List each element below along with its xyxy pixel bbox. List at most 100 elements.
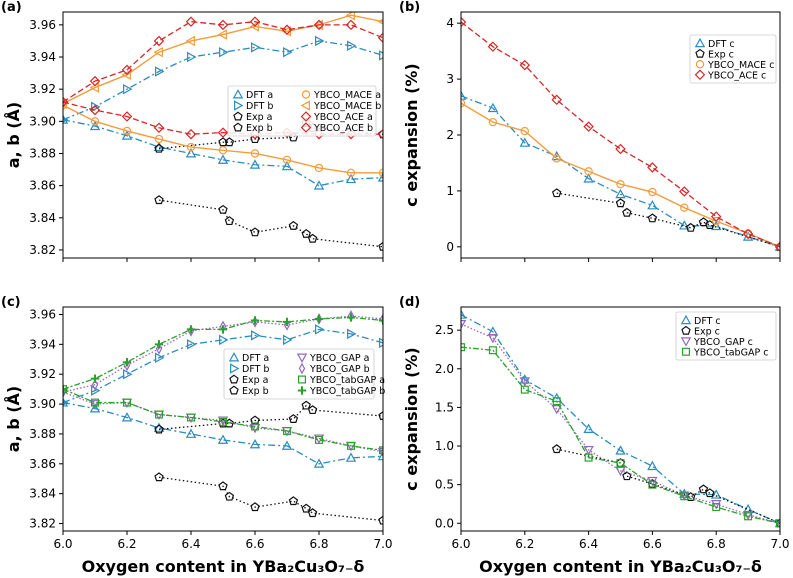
legend-entry-ybco-gap-b: YBCO_GAP b <box>298 362 370 375</box>
data-point <box>250 502 260 512</box>
data-point <box>224 491 235 501</box>
plot-frame <box>460 306 781 532</box>
data-point <box>487 102 499 113</box>
data-point <box>283 319 291 331</box>
data-point <box>282 317 292 327</box>
data-point <box>249 438 261 449</box>
legend-label: DFT a <box>242 353 269 364</box>
legend-entry-ybco-ace-a: YBCO_ACE a <box>300 111 373 123</box>
y-tick-label: 1.5 <box>435 400 454 414</box>
data-point <box>710 489 722 499</box>
legend-label: DFT a <box>246 90 273 101</box>
data-point <box>379 50 383 61</box>
data-point <box>123 368 133 380</box>
data-point <box>488 346 497 355</box>
data-point <box>217 416 229 426</box>
y-tick-label: 0 <box>446 240 454 254</box>
data-point <box>345 12 355 21</box>
x-tick-label: 7.0 <box>373 537 392 551</box>
data-point <box>153 35 165 47</box>
data-point <box>616 459 625 468</box>
legend-label: YBCO_MACE c <box>707 60 774 71</box>
data-point <box>680 203 689 212</box>
data-point <box>347 441 356 450</box>
data-point <box>89 403 101 413</box>
data-point <box>488 117 498 127</box>
data-point <box>315 313 323 325</box>
data-point <box>679 488 690 498</box>
legend-entry-ybco-gap-c: YBCO_GAP c <box>680 337 753 348</box>
legend-entry-exp-a: Exp a <box>233 111 273 123</box>
data-point <box>301 400 311 410</box>
data-point <box>315 35 325 47</box>
legend-entry-ybco-ace-c: YBCO_ACE c <box>694 69 766 81</box>
data-point <box>218 481 228 491</box>
x-tick-label: 6.0 <box>53 537 72 551</box>
data-point <box>345 19 357 31</box>
data-point <box>187 339 197 350</box>
data-point <box>519 374 531 384</box>
data-point <box>680 492 689 501</box>
series-exp-a <box>154 472 383 525</box>
series-dft-b <box>63 35 383 123</box>
series-line-dft-c <box>461 95 780 248</box>
series-group-c <box>63 310 383 525</box>
data-point <box>774 241 780 253</box>
data-point <box>379 446 383 455</box>
series-dft-b <box>63 324 383 406</box>
x-tick-label: 6.0 <box>451 537 470 551</box>
y-tick-label: 3.96 <box>29 18 56 32</box>
data-point <box>121 130 133 140</box>
legend-label: YBCO_MACE a <box>313 90 381 101</box>
series-line-ybco-tabgap-c <box>461 346 780 524</box>
series-line-dft-c <box>461 314 780 524</box>
legend-marker <box>680 337 692 347</box>
data-point <box>377 447 383 458</box>
panel-label: (c) <box>1 295 21 310</box>
data-point <box>584 167 593 176</box>
legend-box <box>675 311 777 361</box>
data-point <box>552 444 562 454</box>
legend-marker <box>695 60 705 69</box>
legend-entry-dft-b: DFT b <box>230 363 269 375</box>
x-tick-label: 6.8 <box>309 537 328 551</box>
series-line-ybco-gap-c <box>461 323 780 524</box>
data-point <box>281 24 293 35</box>
data-point <box>615 188 626 199</box>
data-point <box>186 325 196 334</box>
data-point <box>347 40 357 51</box>
data-point <box>224 216 235 226</box>
data-point <box>710 500 722 510</box>
legend-marker <box>695 48 705 58</box>
data-point <box>313 19 323 31</box>
legend-marker <box>298 375 307 384</box>
y-tick-label: 3.94 <box>29 337 56 351</box>
legend-entry-ybco-mace-a: YBCO_MACE a <box>301 90 381 101</box>
series-line-ybco-tabgap-a <box>63 388 383 452</box>
data-point <box>218 204 228 214</box>
series-line-ybco-gap-a <box>63 391 383 453</box>
x-tick-label: 6.4 <box>181 537 200 551</box>
data-point <box>89 104 101 116</box>
y-tick-label: 3.92 <box>29 367 56 381</box>
data-point <box>155 410 164 419</box>
data-point <box>63 386 67 398</box>
series-group-a <box>63 12 383 251</box>
legend-marker <box>233 122 243 132</box>
legend-marker <box>300 111 312 122</box>
legend-label: YBCO_ACE c <box>707 70 766 81</box>
data-point <box>519 59 531 71</box>
panel-c: 6.0 6.2 6.4 6.6 6.8 7.0 3.82 3.84 3.86 3.88 3.90 3.… <box>1 295 393 576</box>
data-point <box>551 94 562 106</box>
series-dft-a <box>63 397 383 468</box>
legend-label: YBCO_GAP a <box>309 353 369 364</box>
legend-marker <box>229 374 239 384</box>
data-point <box>219 334 229 346</box>
legend-label: YBCO_tabGAP c <box>693 347 768 358</box>
data-point <box>774 519 780 529</box>
data-point <box>281 160 293 171</box>
data-point <box>712 216 721 226</box>
series-ybco-ace-b <box>63 16 383 108</box>
data-point <box>219 46 229 58</box>
data-point <box>185 16 197 27</box>
